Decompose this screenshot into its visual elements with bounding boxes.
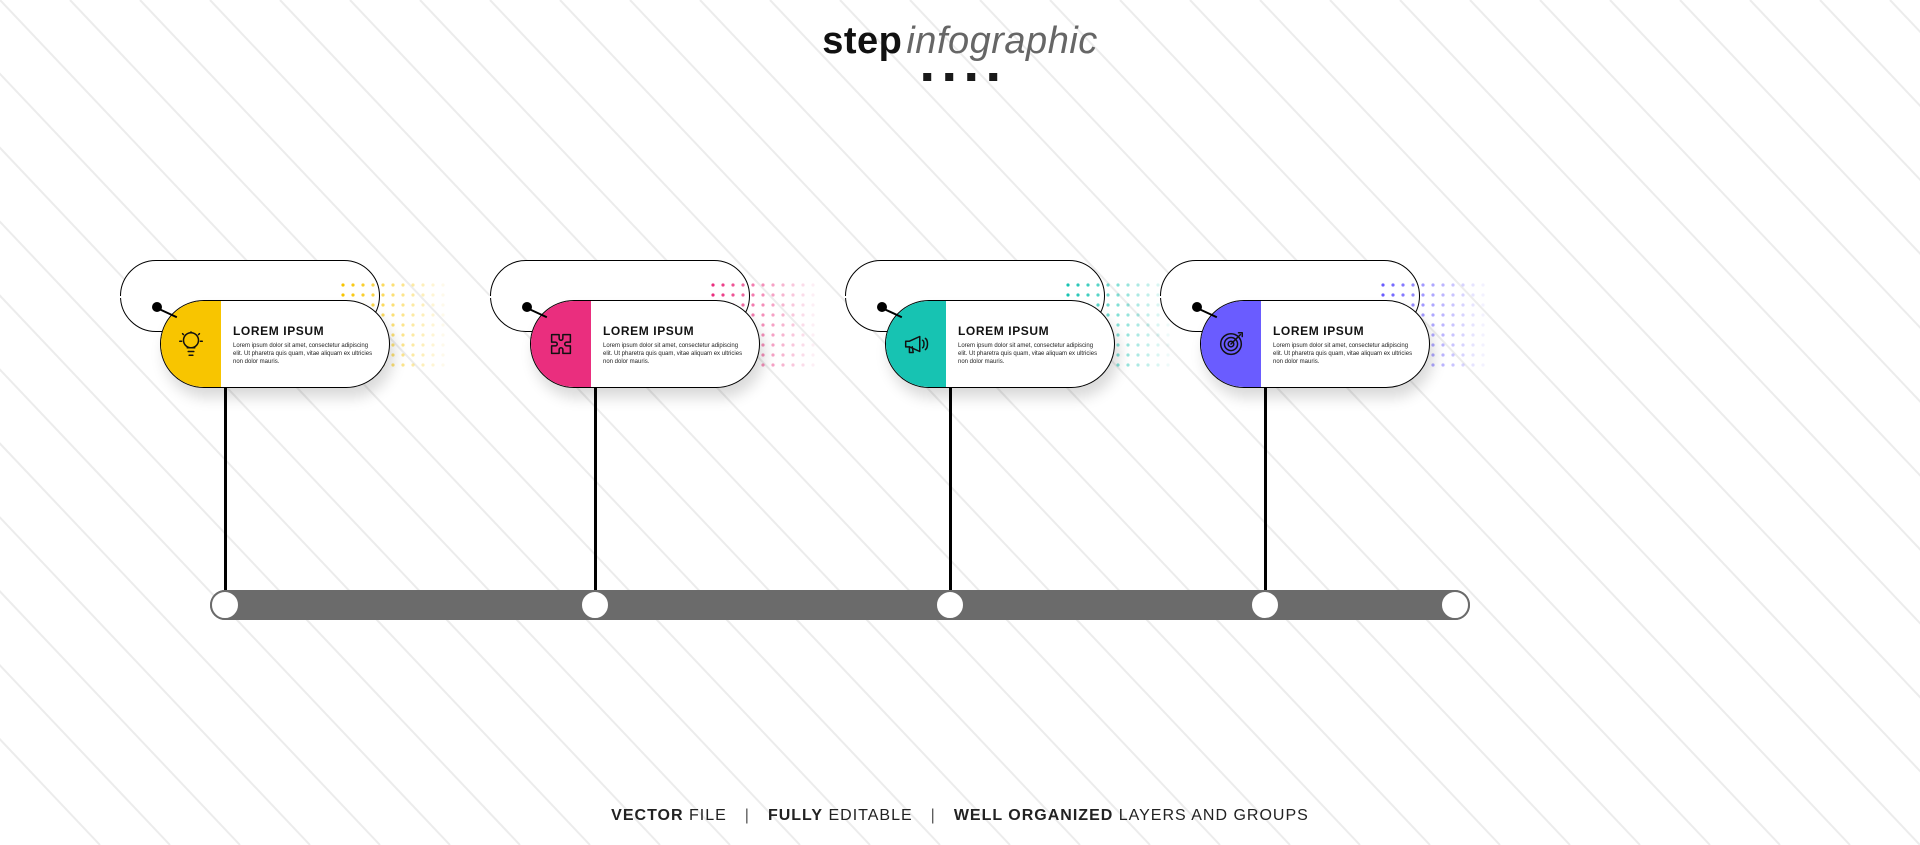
step-main-pill: LOREM IPSUM Lorem ipsum dolor sit amet, c…: [1200, 300, 1430, 388]
timeline-node-3: [935, 590, 965, 620]
header: stepinfographic: [822, 20, 1098, 81]
footer-light: FILE: [684, 807, 727, 824]
connector-1: [224, 388, 227, 590]
title-bold: step: [822, 20, 902, 62]
footer-light: EDITABLE: [823, 807, 913, 824]
timeline-node-end: [1440, 590, 1470, 620]
step-title: LOREM IPSUM: [603, 324, 745, 338]
step-description: Lorem ipsum dolor sit amet, consectetur …: [1273, 342, 1415, 366]
footer-bold: WELL ORGANIZED: [954, 807, 1113, 824]
footer-light: LAYERS AND GROUPS: [1113, 807, 1309, 824]
connector-3: [949, 388, 952, 590]
step-description: Lorem ipsum dolor sit amet, consectetur …: [958, 342, 1100, 366]
step-body: LOREM IPSUM Lorem ipsum dolor sit amet, c…: [591, 301, 759, 387]
step-body: LOREM IPSUM Lorem ipsum dolor sit amet, c…: [221, 301, 389, 387]
step-main-pill: LOREM IPSUM Lorem ipsum dolor sit amet, c…: [160, 300, 390, 388]
timeline-node-2: [580, 590, 610, 620]
footer-separator: |: [931, 807, 936, 824]
step-title: LOREM IPSUM: [233, 324, 375, 338]
steps-stage: LOREM IPSUM Lorem ipsum dolor sit amet, c…: [0, 260, 1920, 480]
step-main-pill: LOREM IPSUM Lorem ipsum dolor sit amet, c…: [530, 300, 760, 388]
step-title: LOREM IPSUM: [958, 324, 1100, 338]
page-title: stepinfographic: [822, 20, 1098, 63]
step-body: LOREM IPSUM Lorem ipsum dolor sit amet, c…: [1261, 301, 1429, 387]
header-dot: [989, 73, 997, 81]
step-2: LOREM IPSUM Lorem ipsum dolor sit amet, c…: [490, 260, 790, 410]
footer-bold: FULLY: [768, 807, 823, 824]
connector-4: [1264, 388, 1267, 590]
footer-part: FULLY EDITABLE: [768, 807, 913, 824]
step-description: Lorem ipsum dolor sit amet, consectetur …: [603, 342, 745, 366]
step-4: LOREM IPSUM Lorem ipsum dolor sit amet, c…: [1160, 260, 1460, 410]
header-dot: [945, 73, 953, 81]
timeline-bar: [210, 590, 1470, 620]
header-dots: [822, 73, 1098, 81]
step-1: LOREM IPSUM Lorem ipsum dolor sit amet, c…: [120, 260, 420, 410]
header-dot: [923, 73, 931, 81]
step-title: LOREM IPSUM: [1273, 324, 1415, 338]
footer-bold: VECTOR: [611, 807, 683, 824]
step-3: LOREM IPSUM Lorem ipsum dolor sit amet, c…: [845, 260, 1145, 410]
footer-tagline: VECTOR FILE | FULLY EDITABLE | WELL ORGANIZE…: [611, 807, 1309, 825]
header-dot: [967, 73, 975, 81]
step-description: Lorem ipsum dolor sit amet, consectetur …: [233, 342, 375, 366]
title-light: infographic: [906, 20, 1097, 62]
step-main-pill: LOREM IPSUM Lorem ipsum dolor sit amet, c…: [885, 300, 1115, 388]
footer-separator: |: [745, 807, 750, 824]
footer-part: VECTOR FILE: [611, 807, 727, 824]
step-body: LOREM IPSUM Lorem ipsum dolor sit amet, c…: [946, 301, 1114, 387]
timeline-node-4: [1250, 590, 1280, 620]
connector-2: [594, 388, 597, 590]
timeline-node-1: [210, 590, 240, 620]
footer-part: WELL ORGANIZED LAYERS AND GROUPS: [954, 807, 1309, 824]
